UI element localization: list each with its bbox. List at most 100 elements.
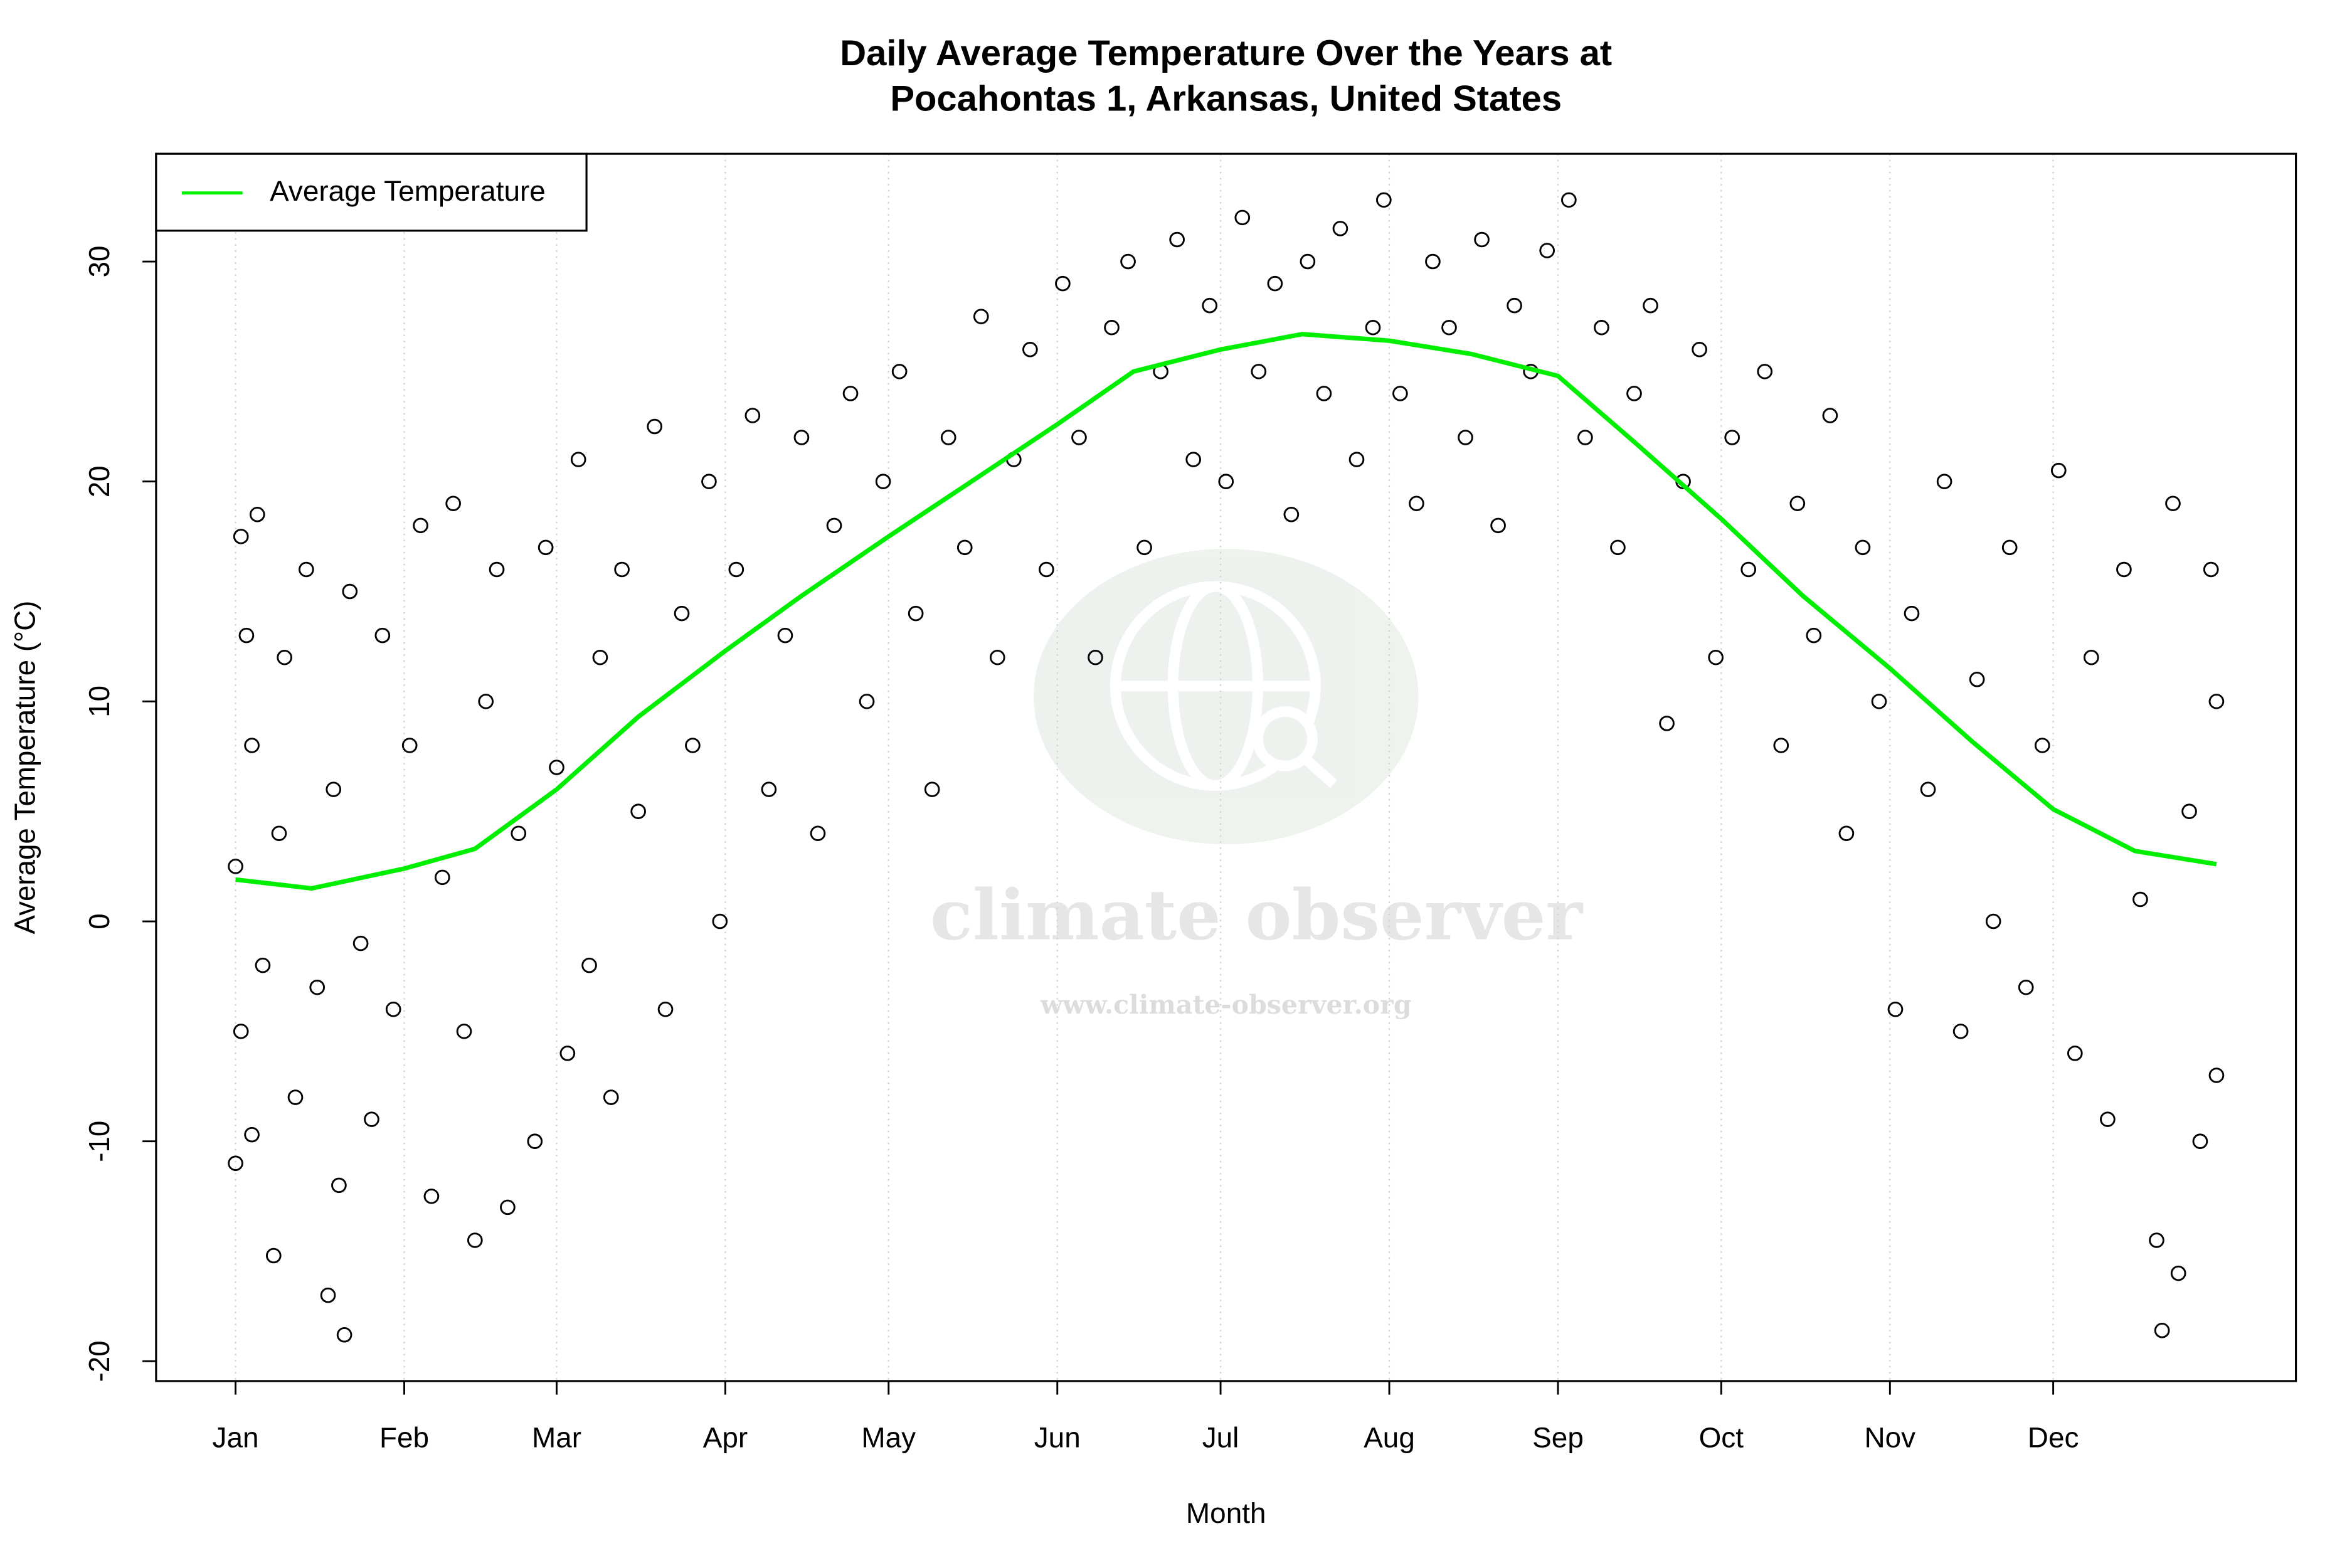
data-point [2181, 803, 2197, 819]
data-point [309, 979, 326, 995]
data-point [2132, 891, 2148, 908]
data-point [777, 627, 793, 644]
y-tick-label: 30 [83, 246, 115, 278]
chart-title: Pocahontas 1, Arkansas, United States [890, 78, 1562, 119]
data-point [614, 561, 630, 578]
data-point [255, 957, 271, 973]
data-point [2067, 1046, 2083, 1061]
data-point [859, 694, 875, 709]
data-point [2208, 1067, 2225, 1083]
data-point [989, 649, 1005, 665]
data-point [1474, 231, 1490, 248]
data-point [701, 474, 717, 489]
chart-title: Daily Average Temperature Over the Years… [840, 33, 1612, 73]
data-point [2116, 561, 2132, 578]
y-tick-label: 20 [83, 465, 115, 497]
data-point [2100, 1111, 2116, 1127]
data-point [1643, 297, 1658, 314]
data-point [761, 781, 777, 797]
data-point [1120, 253, 1136, 270]
data-point [271, 825, 287, 842]
data-point [549, 760, 564, 775]
data-point [265, 1248, 282, 1264]
x-tick-label: Mar [532, 1422, 581, 1454]
data-point [908, 605, 924, 622]
data-point [1218, 474, 1234, 489]
data-point [352, 935, 369, 951]
data-point [233, 529, 249, 544]
watermark-icon [1110, 581, 1337, 791]
data-point [728, 561, 744, 578]
plot-marks [228, 192, 2225, 1343]
data-point [1441, 319, 1457, 336]
data-point [2203, 561, 2219, 578]
data-point [478, 694, 494, 709]
data-point [2050, 462, 2067, 479]
data-point [712, 913, 728, 930]
data-point [1773, 738, 1789, 753]
data-point [1659, 716, 1675, 731]
y-tick-label: -10 [83, 1121, 115, 1162]
data-point [401, 738, 418, 753]
data-point [249, 507, 265, 522]
data-point [559, 1046, 576, 1061]
data-point [1969, 672, 1985, 687]
data-point [434, 869, 450, 886]
data-point [1316, 386, 1332, 401]
data-point [1332, 221, 1348, 236]
data-point [592, 649, 608, 665]
data-point [1039, 561, 1054, 578]
data-point [299, 561, 314, 578]
data-point [924, 781, 940, 797]
data-point [1376, 192, 1392, 208]
x-tick-label: Apr [703, 1422, 748, 1454]
data-point [2001, 539, 2018, 556]
data-point [891, 364, 908, 379]
watermark-url: www.climate-observer.org [1040, 990, 1412, 1020]
data-point [1458, 430, 1473, 445]
data-point [287, 1089, 304, 1105]
y-axis-label: Average Temperature (°C) [9, 601, 41, 935]
data-point [1626, 386, 1642, 401]
data-point [1234, 209, 1251, 226]
watermark-name: climate observer [930, 875, 1584, 956]
data-point [973, 309, 989, 324]
data-point [842, 386, 859, 401]
data-point [1561, 192, 1577, 208]
data-point [1936, 474, 1952, 489]
data-point [1822, 408, 1838, 423]
x-tick-label: Jun [1034, 1422, 1081, 1454]
data-point [1539, 243, 1555, 258]
data-point [2018, 979, 2034, 995]
data-point [1724, 430, 1740, 445]
data-point [2154, 1323, 2170, 1338]
data-point [336, 1327, 352, 1343]
data-point [2034, 738, 2050, 753]
data-point [364, 1111, 379, 1127]
data-point [2192, 1133, 2208, 1149]
x-axis-label: Month [1186, 1497, 1266, 1529]
data-point [2165, 495, 2181, 512]
x-tick-label: Oct [1699, 1422, 1744, 1454]
x-tick-label: Dec [2028, 1422, 2079, 1454]
data-point [511, 825, 527, 842]
data-point [1577, 430, 1593, 445]
data-point [1871, 694, 1887, 709]
data-point [238, 627, 255, 644]
data-point [326, 781, 342, 797]
data-point [1952, 1024, 1969, 1039]
data-point [527, 1133, 543, 1149]
data-point [500, 1199, 516, 1216]
data-point [320, 1287, 336, 1303]
data-point [228, 1155, 243, 1172]
data-point [233, 1024, 249, 1039]
data-point [244, 1126, 260, 1143]
watermark [1033, 549, 1419, 845]
data-point [744, 408, 761, 423]
data-point [1806, 627, 1822, 644]
y-tick-label: 0 [83, 913, 115, 929]
data-point [1283, 507, 1300, 522]
data-point [630, 803, 646, 819]
data-point [1071, 430, 1087, 445]
